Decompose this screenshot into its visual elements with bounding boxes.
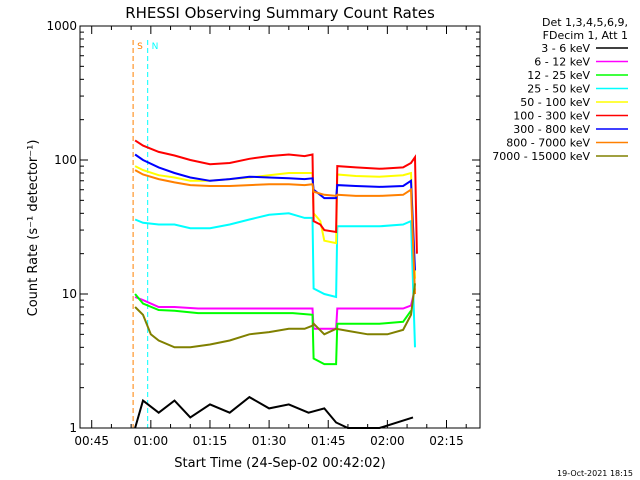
x-tick-label-6: 02:15 — [429, 434, 464, 448]
annotation-label-s: S — [137, 42, 143, 52]
annotation-label-n: N — [152, 42, 159, 52]
legend-header-line-2: FDecim 1, Att 1 — [543, 29, 628, 42]
y-tick-label-1: 10 — [62, 287, 77, 301]
y-tick-label-3: 1000 — [46, 19, 77, 33]
legend: Det 1,3,4,5,6,9, FDecim 1, Att 1 3 - 6 k… — [492, 16, 628, 163]
series-line-7 — [134, 153, 416, 271]
x-axis-label: Start Time (24-Sep-02 00:42:02) — [174, 456, 385, 471]
series-line-6 — [134, 139, 418, 254]
x-tick-label-0: 00:45 — [74, 434, 109, 448]
series-line-3 — [134, 293, 412, 366]
legend-label-9: 7000 - 15000 keV — [492, 150, 590, 163]
y-axis-label: Count Rate (s⁻¹ detector⁻¹) — [26, 140, 41, 317]
plot-frame — [79, 25, 481, 429]
legend-label-2: 6 - 12 keV — [534, 56, 590, 69]
legend-label-4: 25 - 50 keV — [527, 83, 590, 96]
x-tick-label-5: 02:00 — [370, 434, 405, 448]
legend-label-7: 300 - 800 keV — [513, 123, 590, 136]
series-line-4 — [134, 212, 416, 348]
y-tick-label-0: 1 — [69, 421, 77, 435]
x-tick-label-3: 01:30 — [252, 434, 287, 448]
series-line-9 — [134, 283, 416, 349]
legend-label-1: 3 - 6 keV — [541, 42, 590, 55]
x-tick-label-2: 01:15 — [193, 434, 228, 448]
y-tick-label-2: 100 — [54, 153, 77, 167]
legend-label-3: 12 - 25 keV — [527, 69, 590, 82]
x-tick-label-4: 01:45 — [311, 434, 346, 448]
series-line-2 — [134, 288, 416, 330]
axes: 00:45 01:00 01:15 01:30 01:45 02:00 02:15 1 10 10… — [46, 19, 481, 448]
series-line-8 — [134, 169, 416, 295]
legend-label-6: 100 - 300 keV — [513, 110, 590, 123]
chart-title: RHESSI Observing Summary Count Rates — [125, 4, 435, 22]
footer-timestamp: 19-Oct-2021 18:15 — [557, 469, 633, 478]
legend-label-5: 50 - 100 keV — [520, 96, 590, 109]
x-tick-label-1: 01:00 — [134, 434, 169, 448]
series-line-1 — [134, 395, 414, 429]
legend-header-line-1: Det 1,3,4,5,6,9, — [542, 16, 628, 29]
legend-label-8: 800 - 7000 keV — [506, 137, 590, 150]
series-line-5 — [134, 165, 416, 279]
